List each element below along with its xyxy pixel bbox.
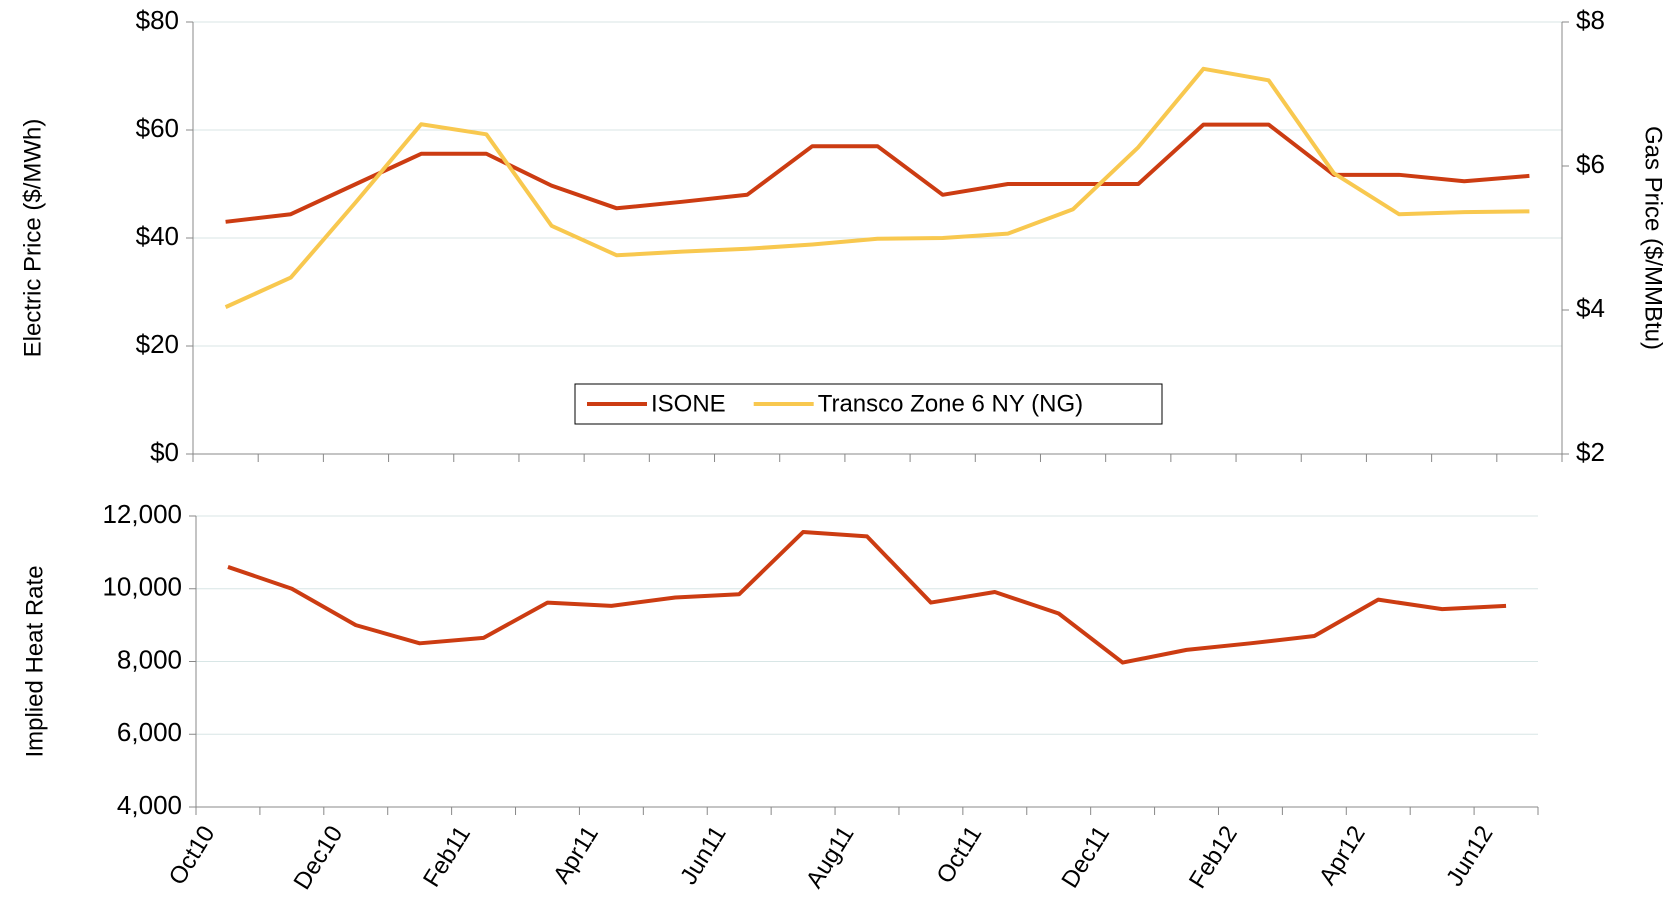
y2-axis-label: Gas Price ($/MMBtu) bbox=[1640, 126, 1667, 350]
y-tick-label: 8,000 bbox=[117, 644, 182, 674]
y-tick-label: $40 bbox=[136, 221, 179, 251]
x-tick-label: Oct11 bbox=[931, 821, 987, 888]
legend-label: Transco Zone 6 NY (NG) bbox=[818, 390, 1083, 417]
line-series bbox=[225, 122, 1530, 224]
y-tick-label: $0 bbox=[150, 437, 179, 467]
y-tick-label: $60 bbox=[136, 113, 179, 143]
y2-tick-label: $6 bbox=[1576, 149, 1605, 179]
x-tick-label: Feb11 bbox=[418, 821, 476, 892]
x-tick-label: Apr12 bbox=[1314, 821, 1371, 890]
y-tick-label: 10,000 bbox=[102, 572, 182, 602]
y2-tick-label: $4 bbox=[1576, 293, 1605, 323]
y2-tick-label: $8 bbox=[1576, 5, 1605, 35]
y2-tick-label: $2 bbox=[1576, 437, 1605, 467]
y-axis-label: Implied Heat Rate bbox=[21, 565, 48, 757]
x-tick-label: Dec11 bbox=[1056, 821, 1115, 893]
x-tick-label: Oct10 bbox=[164, 821, 221, 890]
y-tick-label: 12,000 bbox=[102, 499, 182, 529]
y-tick-label: $80 bbox=[136, 5, 179, 35]
x-tick-label: Aug11 bbox=[801, 821, 860, 893]
legend bbox=[574, 383, 1163, 425]
y-tick-label: 6,000 bbox=[117, 717, 182, 747]
x-tick-label: Feb12 bbox=[1184, 821, 1243, 893]
x-tick-label: Jun11 bbox=[675, 821, 732, 889]
legend-label: ISONE bbox=[651, 390, 726, 417]
x-tick-label: Jun12 bbox=[1441, 821, 1499, 891]
x-tick-label: Dec10 bbox=[289, 821, 349, 894]
x-tick-label: Apr11 bbox=[548, 821, 604, 888]
y-axis-label: Electric Price ($/MWh) bbox=[19, 119, 46, 358]
line-series bbox=[224, 66, 1530, 309]
y-tick-label: 4,000 bbox=[117, 790, 182, 820]
line-series bbox=[227, 530, 1507, 665]
y-tick-label: $20 bbox=[136, 329, 179, 359]
